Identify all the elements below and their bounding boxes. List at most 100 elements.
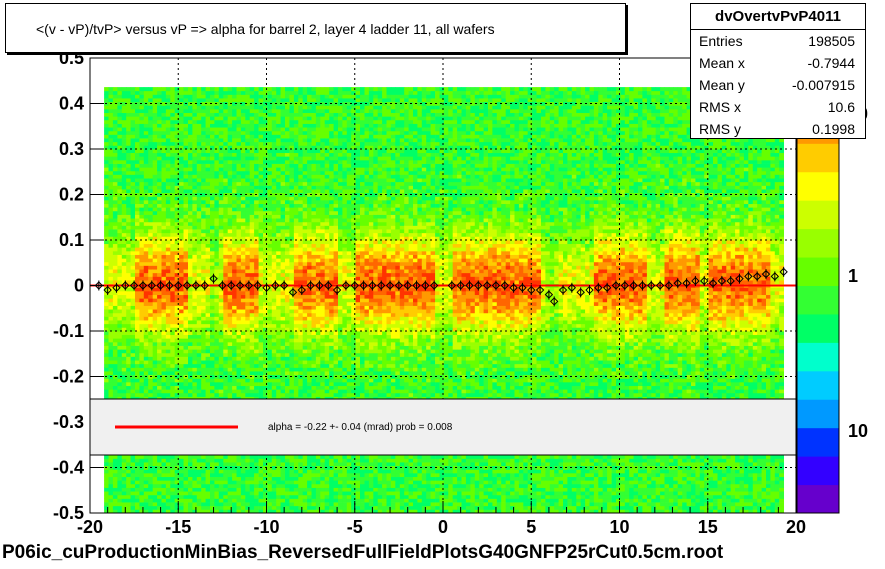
heatmap-cell — [121, 320, 127, 325]
heatmap-cell — [254, 243, 259, 248]
heatmap-cell — [165, 192, 171, 197]
heatmap-cell — [161, 505, 167, 510]
heatmap-cell — [188, 258, 193, 263]
heatmap-cell — [254, 483, 259, 488]
heatmap-cell — [139, 494, 145, 499]
heatmap-cell — [161, 112, 167, 117]
heatmap-cell — [236, 185, 242, 190]
heatmap-cell — [280, 109, 286, 114]
heatmap-cell — [148, 210, 154, 215]
heatmap-cell — [249, 203, 255, 208]
heatmap-cell — [276, 327, 282, 332]
heatmap-cell — [196, 294, 202, 299]
heatmap-cell — [192, 247, 198, 252]
heatmap-cell — [280, 178, 286, 183]
heatmap-cell — [104, 502, 109, 507]
heatmap-cell — [192, 90, 198, 95]
heatmap-cell — [161, 109, 167, 114]
heatmap-cell — [188, 232, 193, 237]
heatmap-cell — [227, 200, 233, 205]
heatmap-cell — [135, 109, 140, 114]
heatmap-cell — [214, 476, 220, 481]
heatmap-cell — [254, 203, 259, 208]
heatmap-cell — [280, 374, 286, 379]
heatmap-cell — [210, 360, 215, 365]
heatmap-cell — [285, 465, 290, 470]
heatmap-cell — [236, 149, 242, 154]
heatmap-cell — [183, 476, 189, 481]
heatmap-cell — [227, 363, 233, 368]
heatmap-cell — [267, 294, 273, 299]
heatmap-cell — [276, 200, 282, 205]
heatmap-cell — [205, 134, 211, 139]
heatmap-cell — [104, 240, 109, 245]
heatmap-cell — [223, 458, 229, 463]
heatmap-cell — [276, 312, 282, 317]
heatmap-cell — [289, 349, 295, 354]
heatmap-cell — [108, 476, 114, 481]
heatmap-cell — [223, 185, 229, 190]
heatmap-cell — [254, 112, 259, 117]
heatmap-cell — [165, 272, 171, 277]
heatmap-cell — [121, 101, 127, 106]
heatmap-cell — [139, 352, 145, 357]
heatmap-cell — [139, 207, 145, 212]
heatmap-cell — [157, 465, 162, 470]
heatmap-cell — [210, 473, 215, 478]
heatmap-cell — [245, 94, 251, 99]
heatmap-cell — [130, 156, 136, 161]
heatmap-cell — [249, 301, 255, 306]
heatmap-cell — [174, 473, 180, 478]
heatmap-cell — [267, 392, 273, 397]
heatmap-cell — [188, 265, 193, 270]
heatmap-cell — [196, 272, 202, 277]
heatmap-cell — [148, 265, 154, 270]
heatmap-cell — [285, 101, 290, 106]
heatmap-cell — [192, 130, 198, 135]
heatmap-cell — [139, 90, 145, 95]
heatmap-cell — [117, 98, 123, 103]
heatmap-cell — [240, 480, 246, 485]
heatmap-cell — [214, 320, 220, 325]
heatmap-cell — [263, 323, 268, 328]
heatmap-cell — [263, 476, 268, 481]
heatmap-cell — [183, 280, 189, 285]
heatmap-cell — [192, 291, 198, 296]
heatmap-cell — [152, 352, 158, 357]
heatmap-cell — [271, 265, 277, 270]
heatmap-cell — [157, 505, 162, 510]
heatmap-cell — [223, 363, 229, 368]
heatmap-cell — [214, 385, 220, 390]
heatmap-cell — [276, 225, 282, 230]
heatmap-cell — [240, 320, 246, 325]
heatmap-cell — [188, 392, 193, 397]
heatmap-cell — [267, 374, 273, 379]
heatmap-cell — [126, 94, 132, 99]
heatmap-cell — [232, 341, 237, 346]
heatmap-cell — [112, 232, 118, 237]
heatmap-cell — [143, 352, 149, 357]
heatmap-cell — [263, 94, 268, 99]
heatmap-cell — [188, 87, 193, 92]
heatmap-cell — [276, 509, 282, 513]
heatmap-cell — [276, 363, 282, 368]
heatmap-cell — [232, 181, 237, 186]
heatmap-cell — [263, 149, 268, 154]
heatmap-cell — [174, 152, 180, 157]
heatmap-cell — [254, 152, 259, 157]
heatmap-cell — [227, 243, 233, 248]
heatmap-cell — [165, 258, 171, 263]
heatmap-cell — [271, 196, 277, 201]
heatmap-cell — [104, 149, 109, 154]
heatmap-cell — [205, 498, 211, 503]
heatmap-cell — [161, 487, 167, 492]
heatmap-cell — [258, 349, 264, 354]
heatmap-cell — [210, 265, 215, 270]
heatmap-cell — [126, 269, 132, 274]
heatmap-cell — [214, 294, 220, 299]
heatmap-cell — [161, 156, 167, 161]
heatmap-cell — [271, 360, 277, 365]
heatmap-cell — [285, 382, 290, 387]
heatmap-cell — [139, 167, 145, 172]
heatmap-cell — [267, 473, 273, 478]
